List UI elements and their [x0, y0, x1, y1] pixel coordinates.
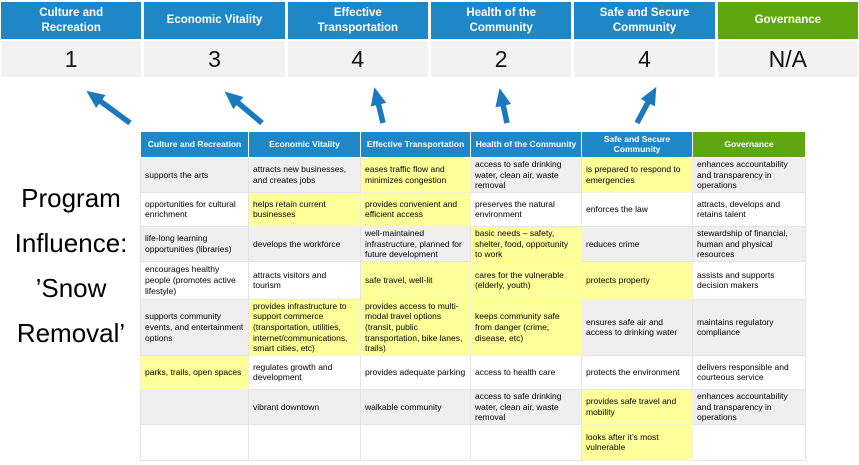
matrix-cell: keeps community safe from danger (crime,… — [470, 298, 582, 356]
matrix-cell: is prepared to respond to emergencies — [581, 157, 693, 193]
matrix-cell: regulates growth and development — [248, 354, 361, 390]
matrix-cell: provides infrastructure to support comme… — [248, 298, 361, 356]
col-header-economic-vitality: Economic Vitality — [248, 131, 361, 158]
matrix-cell: maintains regulatory compliance — [692, 298, 806, 356]
matrix-cell — [140, 388, 249, 425]
title-line: Removal’ — [16, 318, 126, 348]
matrix-cell: basic needs – safety, shelter, food, opp… — [470, 225, 582, 262]
matrix-cell: safe travel, well-lit — [360, 260, 471, 300]
matrix-cell: access to safe drinking water, clean air… — [470, 157, 582, 193]
banner-header-effective-transportation: Effective Transportation — [287, 2, 428, 39]
matrix-cell: enhances accountability and transparency… — [692, 157, 806, 193]
table-row: looks after it’s most vulnerable — [140, 423, 806, 461]
table-row: encourages healthy people (promotes acti… — [140, 260, 806, 300]
table-row: opportunities for cultural enrichment he… — [140, 191, 806, 227]
col-header-health-community: Health of the Community — [470, 131, 582, 158]
banner-header-culture-recreation: Culture and Recreation — [1, 2, 142, 39]
matrix-cell: encourages healthy people (promotes acti… — [140, 260, 249, 300]
matrix-cell: attracts visitors and tourism — [248, 260, 361, 300]
matrix-cell: preserves the natural environment — [470, 191, 582, 227]
title-line: Influence: — [14, 228, 128, 258]
influence-matrix-table: Culture and Recreation Economic Vitality… — [140, 131, 806, 461]
title-line: ’Snow — [35, 273, 107, 303]
banner-header-health-community: Health of the Community — [430, 2, 572, 39]
matrix-cell: vibrant downtown — [248, 388, 361, 425]
influence-arrows — [86, 86, 657, 126]
table-row: parks, trails, open spaces regulates gro… — [140, 354, 806, 390]
matrix-cell: provides convenient and efficient access — [360, 191, 471, 227]
banner-header-economic-vitality: Economic Vitality — [144, 2, 285, 39]
col-header-effective-transportation: Effective Transportation — [360, 131, 471, 158]
matrix-cell: enhances accountability and transparency… — [692, 388, 806, 425]
score-banner: Culture and Recreation Economic Vitality… — [1, 2, 858, 77]
matrix-cell: well-maintained infrastructure, planned … — [360, 225, 471, 262]
matrix-cell: helps retain current businesses — [248, 191, 361, 227]
matrix-cell: cares for the vulnerable (elderly, youth… — [470, 260, 582, 300]
program-influence-title: Program Influence: ’Snow Removal’ — [0, 176, 142, 356]
matrix-cell: delivers responsible and courteous servi… — [692, 354, 806, 390]
arrow-economic-vitality — [224, 91, 264, 126]
matrix-cell: enforces the law — [581, 191, 693, 227]
matrix-cell: walkable community — [360, 388, 471, 425]
score-governance: N/A — [717, 41, 858, 77]
arrow-health-community — [495, 88, 512, 124]
score-culture-recreation: 1 — [1, 41, 142, 77]
score-health-community: 2 — [430, 41, 572, 77]
matrix-cell: access to safe drinking water, clean air… — [470, 388, 582, 425]
matrix-cell: reduces crime — [581, 225, 693, 262]
matrix-cell — [470, 423, 582, 461]
matrix-cell: life-long learning opportunities (librar… — [140, 225, 249, 262]
matrix-cell — [360, 423, 471, 461]
title-line: Program — [21, 183, 121, 213]
matrix-cell: access to health care — [470, 354, 582, 390]
arrow-safe-secure — [634, 86, 657, 125]
arrow-effective-transportation — [370, 87, 387, 124]
matrix-cell: stewardship of financial, human and phys… — [692, 225, 806, 262]
matrix-cell: parks, trails, open spaces — [140, 354, 249, 390]
table-row: life-long learning opportunities (librar… — [140, 225, 806, 262]
matrix-cell: protects the environment — [581, 354, 693, 390]
matrix-cell: supports the arts — [140, 157, 249, 193]
col-header-governance: Governance — [692, 131, 806, 158]
matrix-cell: looks after it’s most vulnerable — [581, 423, 693, 461]
matrix-cell: provides access to multi-modal travel op… — [360, 298, 471, 356]
matrix-cell: develops the workforce — [248, 225, 361, 262]
col-header-culture-recreation: Culture and Recreation — [140, 131, 249, 158]
arrow-culture-recreation — [86, 90, 132, 126]
matrix-cell: attracts, develops and retains talent — [692, 191, 806, 227]
matrix-cell — [248, 423, 361, 461]
matrix-cell: eases traffic flow and minimizes congest… — [360, 157, 471, 193]
score-economic-vitality: 3 — [144, 41, 285, 77]
matrix-cell: supports community events, and entertain… — [140, 298, 249, 356]
table-row: supports the arts attracts new businesse… — [140, 157, 806, 193]
table-row: vibrant downtown walkable community acce… — [140, 388, 806, 425]
matrix-cell: attracts new businesses, and creates job… — [248, 157, 361, 193]
matrix-cell — [140, 423, 249, 461]
matrix-cell: ensures safe air and access to drinking … — [581, 298, 693, 356]
matrix-cell — [692, 423, 806, 461]
matrix-cell: provides safe travel and mobility — [581, 388, 693, 425]
matrix-header-row: Culture and Recreation Economic Vitality… — [140, 131, 806, 158]
matrix-cell: opportunities for cultural enrichment — [140, 191, 249, 227]
matrix-cell: provides adequate parking — [360, 354, 471, 390]
score-effective-transportation: 4 — [287, 41, 428, 77]
matrix-cell: protects property — [581, 260, 693, 300]
col-header-safe-secure: Safe and Secure Community — [581, 131, 693, 158]
score-safe-secure: 4 — [574, 41, 715, 77]
matrix-cell: assists and supports decision makers — [692, 260, 806, 300]
banner-header-governance: Governance — [717, 2, 858, 39]
banner-header-safe-secure: Safe and Secure Community — [574, 2, 715, 39]
table-row: supports community events, and entertain… — [140, 298, 806, 356]
